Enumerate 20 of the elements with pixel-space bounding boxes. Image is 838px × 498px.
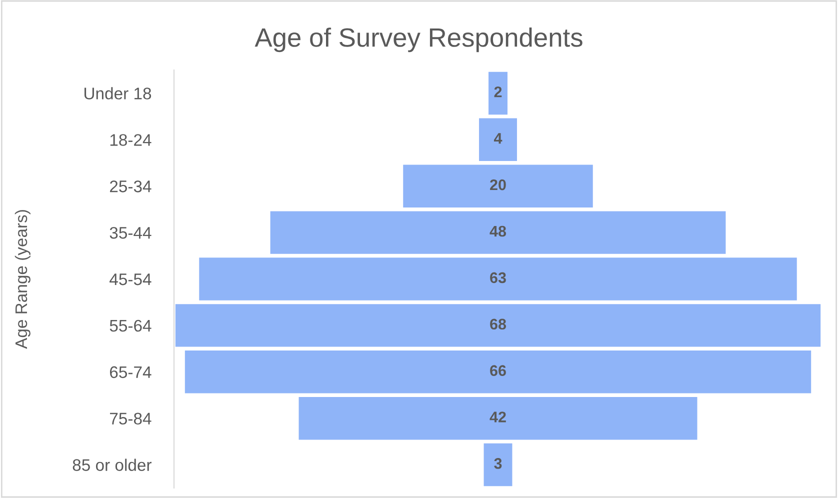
text: Age of Survey Respondents bbox=[254, 28, 582, 52]
data-label: 2 bbox=[494, 86, 502, 98]
category-label: 75-84 bbox=[110, 412, 152, 425]
category-label: 55-64 bbox=[110, 320, 152, 332]
category-label: 25-34 bbox=[110, 180, 152, 192]
category-label: 18-24 bbox=[110, 134, 152, 146]
category-label: 45-54 bbox=[110, 274, 152, 286]
category-label: 35-44 bbox=[110, 226, 152, 239]
data-label: 20 bbox=[490, 179, 506, 190]
category-label: Under 18 bbox=[84, 87, 152, 100]
data-label: 48 bbox=[490, 226, 506, 237]
data-label: 63 bbox=[490, 272, 506, 284]
data-label: 3 bbox=[494, 458, 502, 469]
data-label: 4 bbox=[494, 133, 502, 144]
data-label: 66 bbox=[490, 365, 506, 376]
category-label: 85 or older bbox=[72, 458, 152, 471]
category-label: 65-74 bbox=[110, 366, 152, 378]
data-label: 68 bbox=[490, 318, 506, 330]
text: Age Range (years) bbox=[14, 210, 30, 349]
data-label: 42 bbox=[490, 412, 506, 422]
